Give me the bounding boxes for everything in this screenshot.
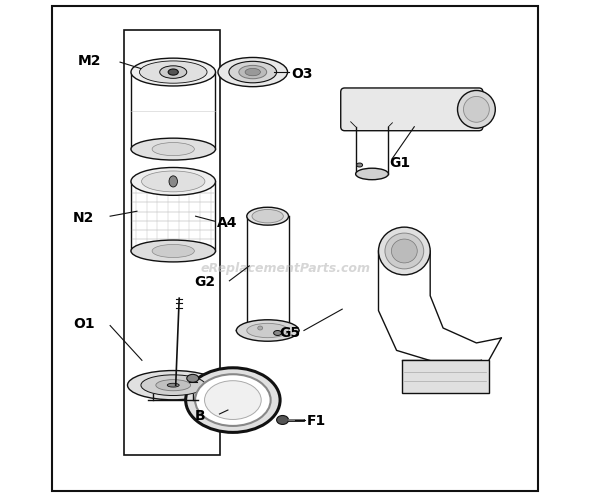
Ellipse shape [168, 69, 178, 75]
Ellipse shape [187, 374, 199, 382]
Ellipse shape [152, 143, 194, 156]
Ellipse shape [356, 163, 363, 167]
Ellipse shape [131, 138, 215, 160]
Bar [402, 360, 489, 393]
Ellipse shape [239, 66, 267, 79]
Text: G1: G1 [389, 156, 411, 170]
Ellipse shape [141, 375, 205, 396]
Ellipse shape [277, 415, 289, 424]
Ellipse shape [195, 374, 271, 426]
Text: F1: F1 [307, 414, 326, 428]
Ellipse shape [247, 324, 289, 337]
Ellipse shape [457, 90, 495, 128]
Ellipse shape [131, 240, 215, 262]
Ellipse shape [464, 96, 489, 122]
Ellipse shape [218, 58, 287, 86]
Ellipse shape [152, 245, 194, 257]
Ellipse shape [156, 380, 191, 391]
Ellipse shape [131, 58, 215, 86]
Text: O3: O3 [291, 67, 313, 81]
Ellipse shape [237, 320, 299, 341]
Ellipse shape [160, 66, 187, 79]
Text: eReplacementParts.com: eReplacementParts.com [200, 262, 370, 275]
Ellipse shape [169, 176, 178, 187]
Text: M2: M2 [78, 54, 101, 68]
FancyBboxPatch shape [340, 88, 483, 131]
Ellipse shape [252, 210, 283, 223]
Ellipse shape [258, 326, 263, 330]
Ellipse shape [247, 207, 289, 225]
Ellipse shape [131, 167, 215, 195]
Ellipse shape [229, 61, 277, 83]
Ellipse shape [356, 168, 388, 180]
Text: B: B [195, 410, 205, 423]
Ellipse shape [168, 383, 179, 387]
Bar [123, 30, 221, 455]
Ellipse shape [139, 61, 207, 83]
Ellipse shape [205, 381, 261, 419]
Text: O1: O1 [73, 317, 94, 331]
Ellipse shape [274, 331, 281, 335]
Ellipse shape [142, 171, 205, 192]
Ellipse shape [391, 239, 417, 263]
Ellipse shape [186, 368, 280, 432]
Text: N2: N2 [73, 211, 94, 225]
Ellipse shape [379, 227, 430, 275]
Ellipse shape [385, 233, 424, 269]
Text: G2: G2 [195, 275, 216, 289]
Ellipse shape [245, 69, 260, 76]
Text: G5: G5 [279, 326, 300, 340]
Ellipse shape [127, 371, 219, 400]
Text: A4: A4 [217, 216, 237, 230]
